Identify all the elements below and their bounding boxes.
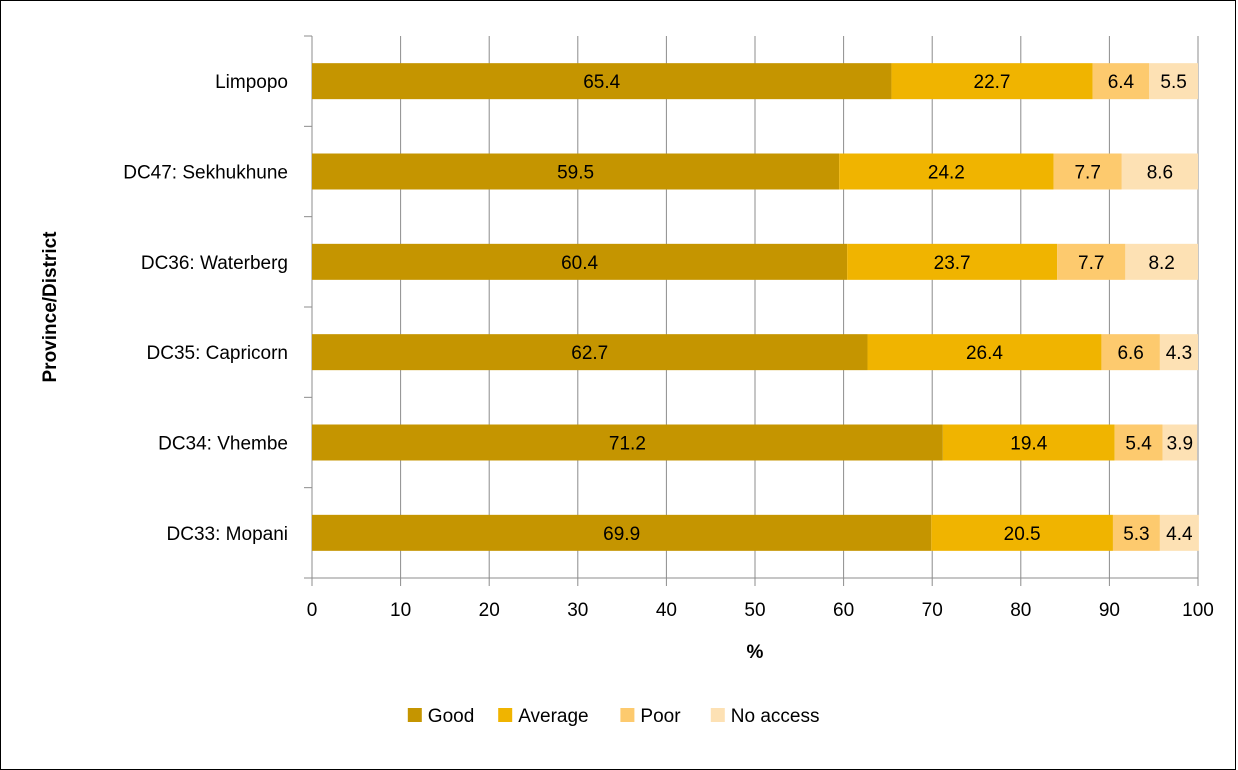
data-label: 20.5 [1004, 524, 1041, 545]
category-label: DC34: Vhembe [158, 434, 288, 455]
bar-good-1 [312, 153, 840, 190]
data-label: 59.5 [557, 163, 594, 184]
data-label: 65.4 [583, 72, 620, 93]
legend-swatch-poor [620, 708, 635, 722]
bar-good-0 [312, 63, 892, 100]
bar-average-0 [891, 63, 1093, 100]
bar-good-5 [312, 514, 932, 551]
bar-good-4 [312, 424, 943, 461]
legend: Good Average Poor No access [407, 706, 820, 727]
data-label: 69.9 [603, 524, 640, 545]
data-label: 4.4 [1166, 524, 1193, 545]
data-label: 6.6 [1117, 343, 1143, 364]
data-label: 7.7 [1074, 163, 1100, 184]
x-tick-label: 70 [922, 600, 943, 621]
data-label: 5.5 [1160, 72, 1186, 93]
bar-average-4 [942, 424, 1115, 461]
x-tick-label: 90 [1099, 600, 1120, 621]
x-tick-label: 30 [567, 600, 588, 621]
x-axis-title: % [747, 642, 764, 663]
bar-poor-5 [1112, 514, 1160, 551]
bar-good-2 [312, 243, 848, 280]
bar-no-access-5 [1159, 514, 1199, 551]
bar-average-1 [839, 153, 1054, 190]
bar-poor-3 [1101, 334, 1160, 371]
bar-no-access-2 [1125, 243, 1198, 280]
tick-labels: Limpopo DC47: Sekhukhune DC36: Waterberg DC… [123, 72, 1214, 621]
data-label: 19.4 [1010, 434, 1047, 455]
legend-swatch-no-access [710, 708, 725, 722]
data-label: 23.7 [934, 253, 971, 274]
category-label: DC36: Waterberg [141, 253, 288, 274]
data-label: 60.4 [561, 253, 598, 274]
data-labels: 65.4 22.7 6.4 5.5 59.5 24.2 7.7 8.6 60.4 23.7 7.7 8… [557, 72, 1193, 545]
data-label: 71.2 [609, 434, 646, 455]
category-label: DC47: Sekhukhune [123, 163, 288, 184]
legend-label: Good [428, 706, 474, 727]
bar-poor-0 [1092, 63, 1150, 100]
data-label: 5.4 [1125, 434, 1152, 455]
y-axis-title: Province/District [40, 231, 61, 383]
data-label: 8.6 [1147, 163, 1173, 184]
axes [304, 35, 1199, 586]
bar-no-access-4 [1162, 424, 1198, 461]
bar-no-access-3 [1159, 334, 1198, 371]
bar-poor-4 [1114, 424, 1163, 461]
bar-poor-2 [1057, 243, 1126, 280]
legend-label: Average [518, 706, 588, 727]
x-tick-label: 20 [479, 600, 500, 621]
bar-good-3 [312, 334, 868, 371]
bars [312, 63, 1199, 551]
x-tick-label: 80 [1010, 600, 1031, 621]
legend-label: Poor [640, 706, 681, 727]
data-label: 8.2 [1148, 253, 1174, 274]
x-tick-label: 60 [833, 600, 854, 621]
x-tick-label: 40 [656, 600, 677, 621]
legend-label: No access [731, 706, 820, 727]
bar-poor-1 [1053, 153, 1122, 190]
bar-average-3 [867, 334, 1102, 371]
bar-no-access-0 [1149, 63, 1198, 100]
data-label: 6.4 [1108, 72, 1135, 93]
x-tick-label: 10 [390, 600, 411, 621]
data-label: 4.3 [1166, 343, 1192, 364]
bar-average-2 [847, 243, 1058, 280]
data-label: 62.7 [571, 343, 608, 364]
data-label: 7.7 [1078, 253, 1104, 274]
category-label: DC33: Mopani [167, 524, 288, 545]
data-label: 3.9 [1167, 434, 1193, 455]
data-label: 5.3 [1123, 524, 1149, 545]
x-tick-label: 0 [307, 600, 318, 621]
x-tick-label: 100 [1182, 600, 1214, 621]
legend-swatch-good [407, 708, 422, 722]
data-label: 26.4 [966, 343, 1003, 364]
gridlines [400, 36, 1199, 578]
data-label: 22.7 [974, 72, 1011, 93]
legend-swatch-average [498, 708, 513, 722]
x-tick-label: 50 [744, 600, 765, 621]
data-label: 24.2 [928, 163, 965, 184]
category-label: DC35: Capricorn [147, 343, 289, 364]
bar-no-access-1 [1121, 153, 1198, 190]
category-label: Limpopo [215, 72, 288, 93]
bar-average-5 [931, 514, 1113, 551]
